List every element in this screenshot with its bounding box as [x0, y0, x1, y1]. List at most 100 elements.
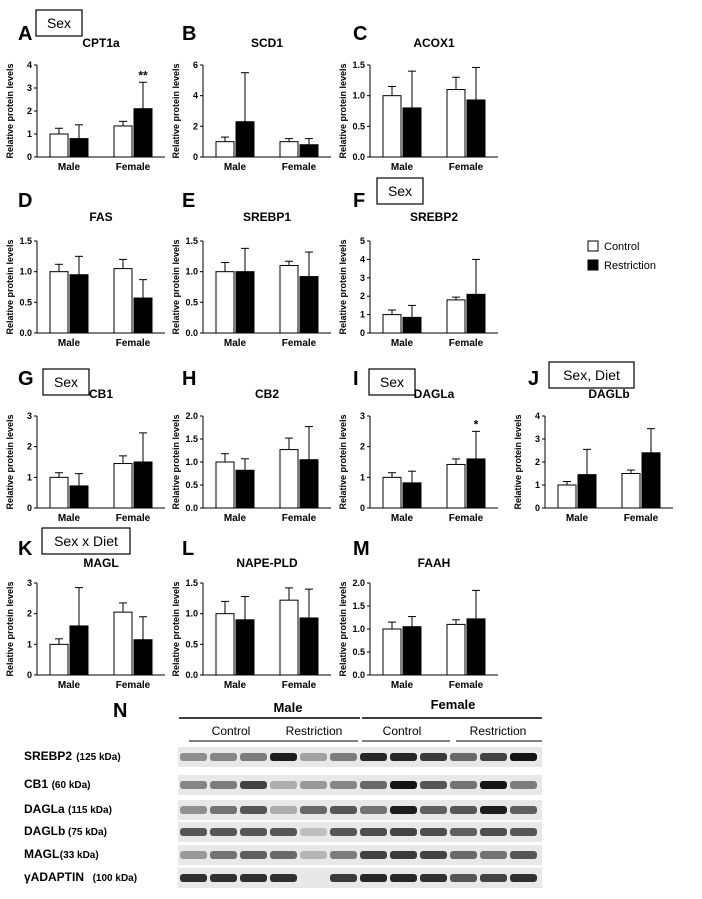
blot-band [450, 828, 477, 836]
blot-band [210, 828, 237, 836]
group-label-female: Female [431, 697, 476, 712]
y-axis-label: Relative protein levels [338, 414, 348, 509]
y-tick-label: 0.0 [185, 328, 198, 338]
blot-band [330, 874, 357, 882]
blot-band [420, 874, 447, 882]
legend-swatch [587, 259, 599, 271]
blot-band [510, 828, 537, 836]
y-tick-label: 1.0 [185, 457, 198, 467]
blot-band [390, 753, 417, 761]
chart-title: SCD1 [251, 36, 283, 50]
y-tick-label: 0.0 [19, 328, 32, 338]
bar [402, 107, 422, 158]
blot-band [390, 851, 417, 859]
category-label: Female [624, 513, 659, 524]
bar [215, 271, 235, 334]
y-tick-label: 2 [193, 121, 198, 131]
y-tick-label: 0.5 [185, 639, 198, 649]
protein-name: DAGLa [24, 802, 65, 816]
panel-letter: F [353, 190, 365, 212]
blot-band [240, 781, 267, 789]
bar [641, 452, 661, 509]
legend: Control Restriction [587, 240, 656, 272]
y-tick-label: 1.5 [352, 601, 365, 611]
category-label: Female [116, 162, 151, 173]
bar [215, 141, 235, 158]
protein-name: DAGLb [24, 824, 65, 838]
blot-band [390, 828, 417, 836]
y-tick-label: 3 [360, 411, 365, 421]
bar [235, 619, 255, 676]
y-tick-label: 2.0 [352, 578, 365, 588]
y-tick-label: 4 [360, 254, 365, 264]
blot-band [270, 851, 297, 859]
y-axis-label: Relative protein levels [5, 414, 15, 509]
blot-band [210, 753, 237, 761]
stat-box-label: Sex [380, 374, 404, 390]
category-label: Female [449, 513, 484, 524]
blot-band [270, 753, 297, 761]
blot-band [480, 781, 507, 789]
bar [133, 108, 153, 158]
bar [446, 89, 466, 158]
y-tick-label: 1.5 [352, 60, 365, 70]
category-label: Female [449, 680, 484, 691]
bar [382, 314, 402, 334]
y-tick-label: 3 [360, 273, 365, 283]
chart-title: CPT1a [82, 36, 120, 50]
y-tick-label: 0.5 [352, 121, 365, 131]
bar [235, 121, 255, 158]
chart-j: J DAGLb Sex, Diet Relative protein levels 0 1… [513, 361, 673, 524]
blot-band [210, 851, 237, 859]
y-tick-label: 1 [27, 472, 32, 482]
protein-name: γADAPTIN [24, 870, 84, 884]
bar [299, 276, 319, 334]
blot-band [240, 874, 267, 882]
protein-name: SREBP2 [24, 749, 72, 763]
category-label: Male [391, 338, 414, 349]
panel-letter: A [18, 23, 32, 45]
blot-band [420, 828, 447, 836]
category-label: Female [282, 513, 317, 524]
panel-letter: B [182, 23, 196, 45]
blot-band [300, 753, 327, 761]
blot-band [510, 806, 537, 814]
bar [279, 265, 299, 334]
y-axis-label: Relative protein levels [338, 63, 348, 158]
panel-letter: L [182, 538, 194, 560]
y-tick-label: 1 [27, 129, 32, 139]
blot-band [480, 753, 507, 761]
bar [215, 613, 235, 676]
blot-band [420, 851, 447, 859]
y-tick-label: 3 [27, 411, 32, 421]
bar [113, 463, 133, 509]
blot-band [210, 874, 237, 882]
blot-band [450, 781, 477, 789]
chart-l: L NAPE-PLD Relative protein levels 0.0 0.5 1.… [171, 538, 331, 691]
y-tick-label: 0.0 [352, 670, 365, 680]
subgroup-label: Restriction [470, 724, 527, 738]
chart-title: MAGL [83, 556, 118, 570]
bar [49, 133, 69, 158]
y-axis-label: Relative protein levels [5, 239, 15, 334]
chart-b: B SCD1 Relative protein levels 0 2 4 6 Male Fema… [171, 23, 331, 173]
y-tick-label: 2 [27, 442, 32, 452]
chart-h: H CB2 Relative protein levels 0.0 0.5 1.0 1.5 2… [171, 368, 331, 524]
category-label: Male [58, 162, 81, 173]
blot-band [240, 828, 267, 836]
blot-band [420, 753, 447, 761]
chart-e: E SREBP1 Relative protein levels 0.0 0.5 1.0 1… [171, 190, 331, 349]
protein-size: (125 kDa) [76, 752, 120, 763]
chart-a: A CPT1a Sex Relative protein levels 0 1 2 3 4 Mal… [5, 9, 165, 173]
blot-band [270, 828, 297, 836]
chart-f: F SREBP2 Sex Relative protein levels 0 1 2 3 4 5 M… [338, 177, 498, 349]
blot-band [240, 806, 267, 814]
y-tick-label: 0.0 [352, 152, 365, 162]
y-tick-label: 6 [193, 60, 198, 70]
chart-g: G CB1 Sex Relative protein levels 0 1 2 3 Male Fe… [5, 368, 165, 524]
stat-box-label: Sex [47, 15, 71, 31]
bar [235, 469, 255, 509]
blot-band [300, 806, 327, 814]
protein-size: (60 kDa) [52, 780, 91, 791]
